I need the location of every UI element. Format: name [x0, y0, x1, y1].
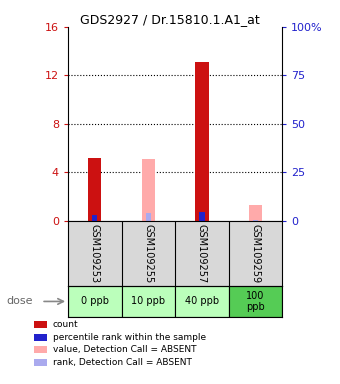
Text: value, Detection Call = ABSENT: value, Detection Call = ABSENT — [53, 345, 196, 354]
Text: 10 ppb: 10 ppb — [131, 296, 165, 306]
Text: 0 ppb: 0 ppb — [81, 296, 109, 306]
Bar — [92, 215, 98, 221]
Bar — [249, 205, 262, 221]
Bar — [68, 286, 121, 317]
Bar — [142, 159, 155, 221]
Bar — [253, 220, 258, 221]
Text: GDS2927 / Dr.15810.1.A1_at: GDS2927 / Dr.15810.1.A1_at — [80, 13, 260, 26]
Text: GSM109253: GSM109253 — [90, 224, 100, 283]
Bar — [121, 286, 175, 317]
Bar — [88, 158, 101, 221]
Text: GSM109259: GSM109259 — [251, 224, 260, 283]
Text: 100
ppb: 100 ppb — [246, 291, 265, 312]
Text: count: count — [53, 320, 78, 329]
Text: percentile rank within the sample: percentile rank within the sample — [53, 333, 206, 342]
Bar — [228, 286, 282, 317]
Text: dose: dose — [7, 296, 33, 306]
Text: GSM109257: GSM109257 — [197, 224, 207, 283]
Text: GSM109255: GSM109255 — [143, 224, 153, 283]
Bar — [146, 214, 151, 221]
Text: rank, Detection Call = ABSENT: rank, Detection Call = ABSENT — [53, 358, 191, 367]
Bar — [199, 212, 205, 221]
Text: 40 ppb: 40 ppb — [185, 296, 219, 306]
Bar — [195, 62, 208, 221]
Bar — [175, 286, 228, 317]
